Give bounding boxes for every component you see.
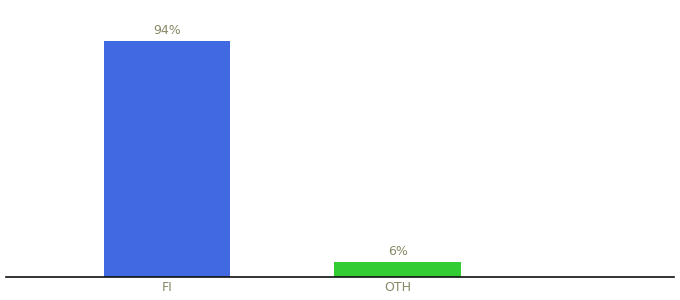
Bar — [335, 262, 461, 277]
Text: 6%: 6% — [388, 245, 407, 258]
Bar — [103, 41, 231, 277]
Text: 94%: 94% — [153, 24, 181, 37]
